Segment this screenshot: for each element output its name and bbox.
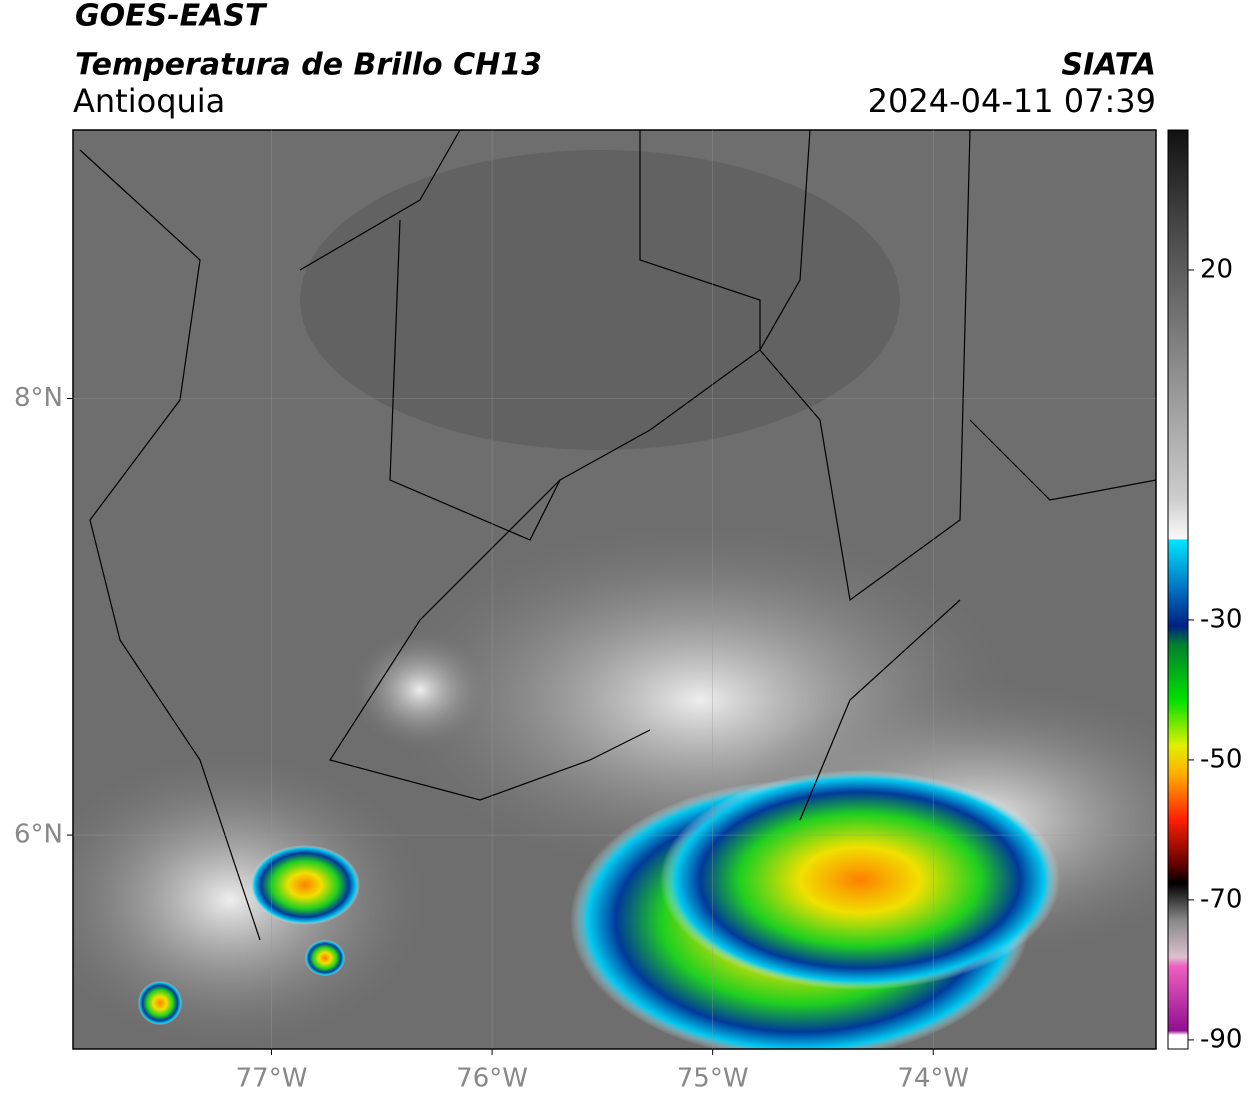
region: Antioquia: [73, 82, 225, 120]
x-tick-label: 74°W: [897, 1064, 969, 1094]
colorbar-tick-label: -90: [1200, 1024, 1242, 1054]
satellite-title: GOES-EAST: [75, 0, 268, 34]
colorbar-tick-label: -50: [1200, 744, 1242, 774]
colorbar: [1167, 129, 1189, 1050]
map-frame: [72, 129, 1157, 1050]
satellite-image: [73, 130, 1156, 1049]
agency: SIATA: [1062, 48, 1156, 83]
x-tick-label: 76°W: [456, 1064, 528, 1094]
colorbar-tick-label: 20: [1200, 254, 1233, 284]
colorbar-tick-label: -30: [1200, 604, 1242, 634]
colorbar-tick-label: -70: [1200, 884, 1242, 914]
x-tick-label: 75°W: [677, 1064, 749, 1094]
x-tick-label: 77°W: [236, 1064, 308, 1094]
y-tick-label: 6°N: [14, 820, 63, 850]
datetime: 2024-04-11 07:39: [868, 82, 1156, 120]
y-tick-label: 8°N: [14, 383, 63, 413]
product-title: Temperatura de Brillo CH13: [75, 48, 542, 83]
